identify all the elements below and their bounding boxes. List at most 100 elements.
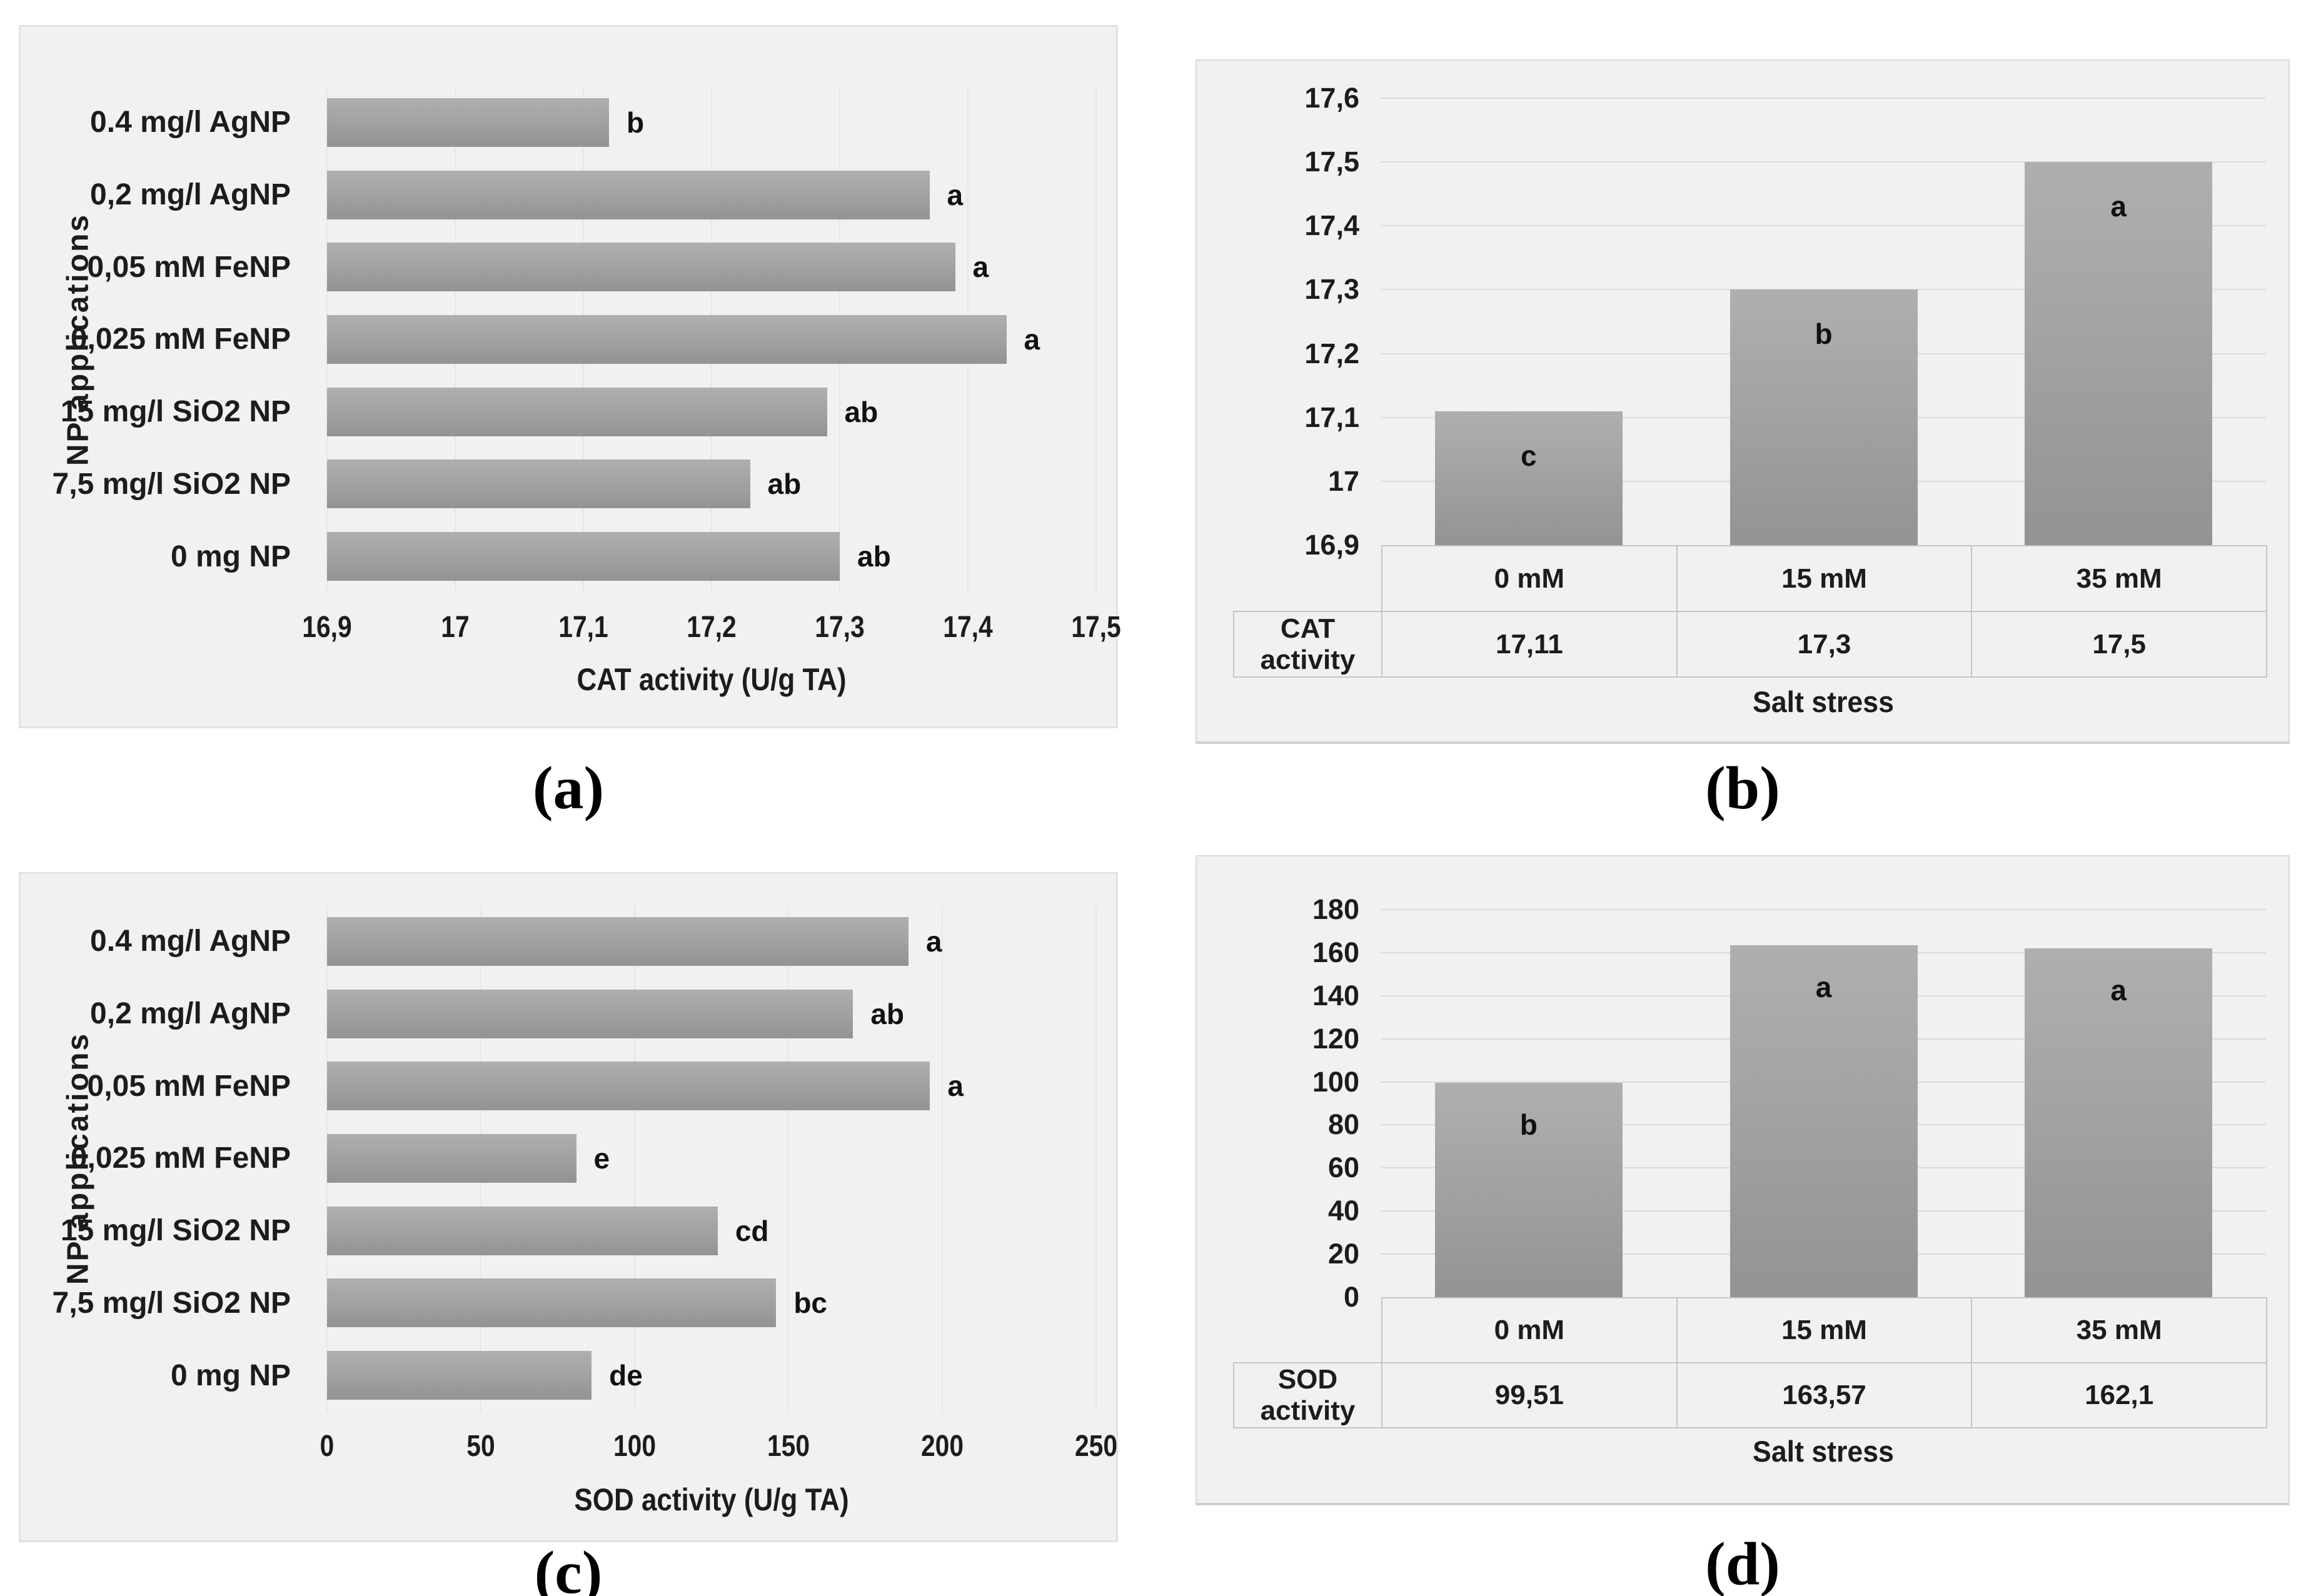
category-label: 0,05 mM FeNP: [87, 1069, 291, 1103]
category-label: 7,5 mg/l SiO2 NP: [52, 467, 291, 501]
x-axis-title: SOD activity (U/g TA): [574, 1482, 849, 1517]
significance-letter: ab: [870, 997, 904, 1030]
chart-panel-b: Salt stress 17,6 17,5 17,4 17,3 17,2 17,1 17 16…: [1196, 59, 2290, 744]
y-tick-label: 0: [1343, 1281, 1359, 1313]
y-tick-label: 17: [1327, 464, 1359, 497]
y-tick-label: 17,3: [1304, 273, 1359, 306]
table-category-header: 35 mM: [1971, 545, 2267, 612]
table-stub-cell: [1234, 546, 1382, 611]
category-label: 15 mg/l SiO2 NP: [60, 1214, 291, 1248]
significance-letter: a: [972, 251, 989, 284]
significance-letter: a: [1024, 323, 1040, 356]
data-bar: [327, 243, 955, 292]
category-label: 0.4 mg/l AgNP: [90, 106, 291, 139]
table-category-header: 0 mM: [1381, 1297, 1678, 1363]
y-tick-label: 140: [1312, 979, 1359, 1011]
y-tick-label: 17,5: [1304, 146, 1359, 178]
data-bar: [1434, 411, 1623, 545]
x-tick-label: 0: [320, 1430, 335, 1463]
category-label: 7,5 mg/l SiO2 NP: [52, 1286, 291, 1320]
table-category-header: 0 mM: [1381, 545, 1678, 612]
x-tick-label: 100: [613, 1430, 657, 1463]
x-tick-label: 200: [920, 1430, 964, 1463]
x-tick-label: 17,1: [558, 611, 608, 644]
category-label: 15 mg/l SiO2 NP: [60, 395, 291, 429]
x-tick-label: 17,4: [943, 611, 993, 644]
chart-panel-a: NP applications CAT activity (U/g TA) 16…: [19, 25, 1121, 728]
data-bar: [327, 1061, 930, 1111]
table-value-cell: 17,5: [1971, 611, 2267, 678]
data-bar: [1730, 945, 1918, 1297]
y-tick-label: 20: [1327, 1238, 1359, 1270]
data-bar: [1730, 289, 1918, 545]
category-label: 0,2 mg/l AgNP: [90, 997, 291, 1031]
category-label: 0,025 mM FeNP: [70, 1142, 291, 1175]
data-bar: [2025, 162, 2213, 545]
data-bar: [2025, 948, 2213, 1297]
y-tick-label: 17,1: [1304, 401, 1359, 433]
y-tick-label: 80: [1327, 1108, 1359, 1141]
category-label: 0,2 mg/l AgNP: [90, 178, 291, 212]
table-category-header: 35 mM: [1971, 1297, 2267, 1363]
x-axis-title: Salt stress: [1753, 1435, 1894, 1468]
x-axis-title: Salt stress: [1753, 685, 1894, 718]
table-value-cell: 163,57: [1676, 1362, 1973, 1428]
caption-a: (a): [532, 755, 605, 822]
table-row-label: CAT activity: [1233, 611, 1382, 678]
significance-letter: b: [627, 106, 645, 139]
table-category-header: 15 mM: [1676, 545, 1973, 612]
data-bar: [327, 532, 840, 581]
significance-letter: a: [947, 178, 964, 211]
data-bar: [327, 1134, 576, 1183]
y-tick-label: 160: [1312, 936, 1359, 968]
gridline-horizontal: [1381, 98, 2266, 99]
y-tick-label: 100: [1312, 1065, 1359, 1098]
y-tick-label: 16,9: [1304, 529, 1359, 561]
category-label: 0,025 mM FeNP: [70, 323, 291, 356]
x-tick-label: 50: [466, 1430, 495, 1463]
significance-letter: c: [1521, 439, 1537, 472]
gridline-vertical: [1095, 86, 1097, 593]
data-bar: [327, 1206, 718, 1255]
gridline-vertical: [942, 905, 943, 1412]
y-tick-label: 17,6: [1304, 82, 1359, 114]
significance-letter: bc: [793, 1287, 827, 1320]
significance-letter: ab: [857, 540, 891, 573]
significance-letter: a: [2110, 190, 2127, 223]
significance-letter: a: [1815, 970, 1832, 1003]
data-bar: [327, 1351, 592, 1400]
x-axis-title: CAT activity (U/g TA): [576, 662, 847, 697]
table-value-cell: 99,51: [1381, 1362, 1678, 1428]
caption-c: (c): [534, 1539, 603, 1596]
y-tick-label: 180: [1312, 893, 1359, 925]
x-tick-label: 17: [441, 611, 470, 644]
data-bar: [327, 916, 909, 966]
x-tick-label: 150: [767, 1430, 810, 1463]
data-bar: [327, 98, 609, 147]
gridline-vertical: [788, 905, 789, 1412]
significance-letter: e: [593, 1142, 610, 1175]
category-label: 0.4 mg/l AgNP: [90, 925, 291, 958]
gridline-horizontal: [1381, 909, 2266, 910]
category-label: 0 mg NP: [170, 1358, 291, 1392]
data-table: 0 mM 15 mM 35 mM CAT activity 17,11 17,3 17,5: [1233, 545, 2267, 678]
significance-letter: b: [1815, 318, 1833, 351]
gridline-horizontal: [1381, 225, 2266, 227]
x-tick-label: 16,9: [302, 611, 352, 644]
y-tick-label: 120: [1312, 1022, 1359, 1055]
caption-d: (d): [1705, 1530, 1780, 1596]
category-label: 0,05 mM FeNP: [87, 250, 291, 284]
gridline-horizontal: [1381, 161, 2266, 163]
table-value-cell: 162,1: [1971, 1362, 2267, 1428]
table-stub-cell: [1234, 1298, 1382, 1363]
y-tick-label: 60: [1327, 1152, 1359, 1184]
caption-b: (b): [1705, 755, 1780, 822]
table-category-header: 15 mM: [1676, 1297, 1973, 1363]
gridline-vertical: [634, 905, 635, 1412]
significance-letter: ab: [767, 468, 802, 501]
category-label: 0 mg NP: [170, 540, 291, 573]
y-tick-label: 17,4: [1304, 209, 1359, 242]
table-row-label: SOD activity: [1233, 1362, 1382, 1428]
